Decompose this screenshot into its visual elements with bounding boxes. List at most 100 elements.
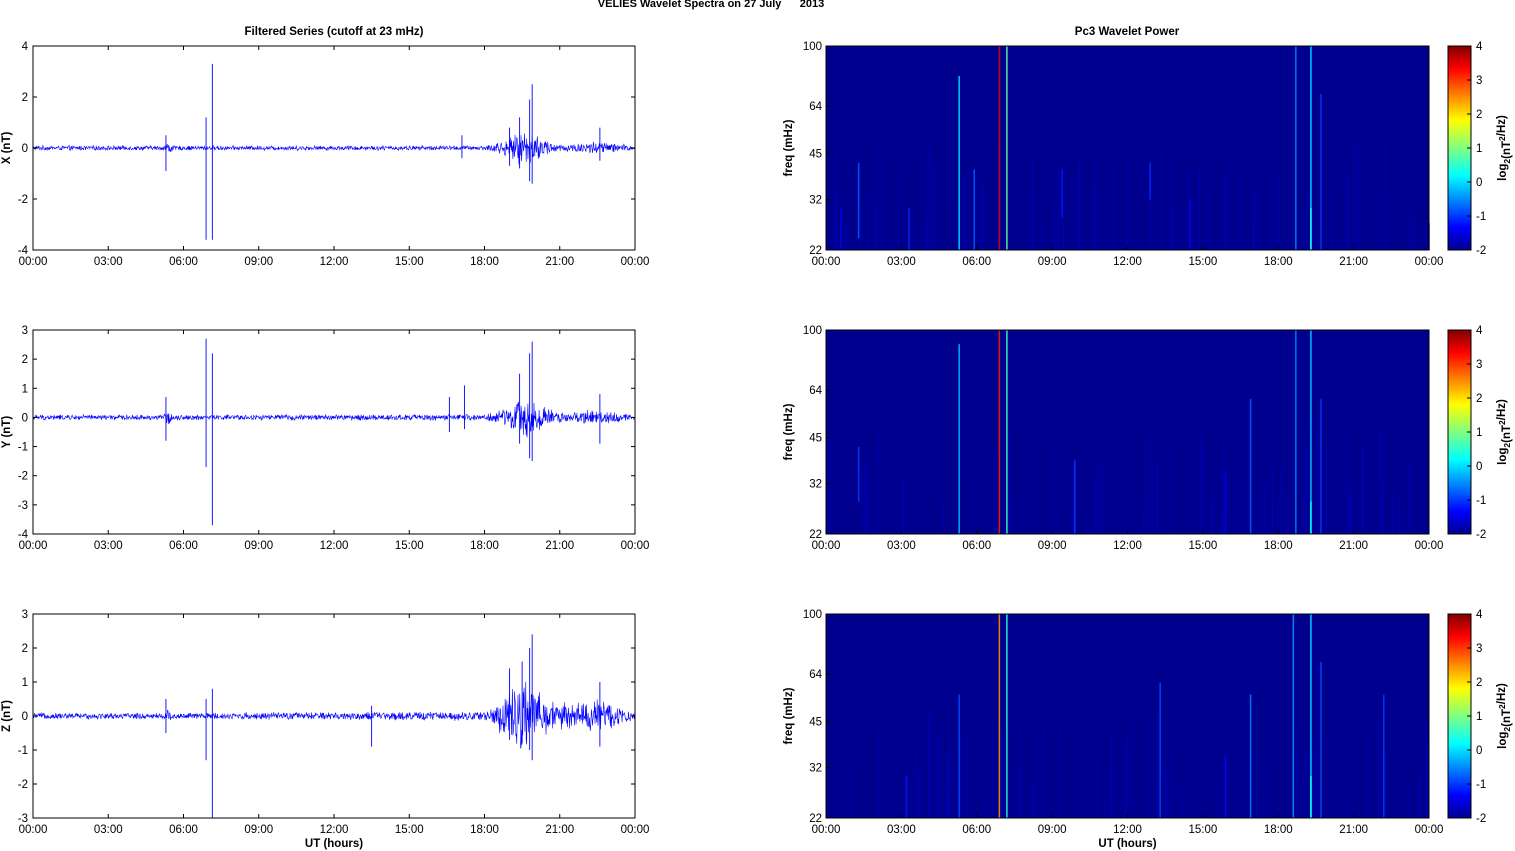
- power-texture: [1358, 144, 1360, 250]
- x-tick-label: 15:00: [1188, 256, 1217, 268]
- power-texture: [1306, 192, 1308, 250]
- power-texture: [1094, 480, 1096, 534]
- colorbar-tick-label: 1: [1476, 711, 1482, 723]
- power-feature: [1061, 169, 1063, 218]
- power-texture: [902, 481, 904, 534]
- y-tick-label: 0: [22, 143, 28, 155]
- power-feature: [1292, 614, 1295, 818]
- power-texture: [929, 143, 931, 250]
- colorbar-label-part: (nT: [1501, 141, 1513, 159]
- colorbar-label-part: 2: [1497, 136, 1507, 141]
- power-feature: [1310, 46, 1312, 250]
- colorbar-tick-label: -1: [1476, 779, 1486, 791]
- y-tick-label: 45: [809, 433, 822, 445]
- x-tick-label: 18:00: [470, 824, 499, 836]
- power-texture: [1055, 445, 1057, 534]
- x-tick-label: 21:00: [1339, 540, 1368, 552]
- power-texture: [1093, 187, 1095, 250]
- power-texture: [1223, 439, 1225, 534]
- y-tick-label: 1: [22, 677, 28, 689]
- colorbar-label-part: 2: [1497, 704, 1507, 709]
- y-tick-label: 100: [803, 41, 822, 53]
- x-tick-label: 18:00: [470, 256, 499, 268]
- x-tick-label: 09:00: [244, 256, 273, 268]
- x-tick-label: 00:00: [19, 256, 48, 268]
- power-texture: [926, 218, 928, 250]
- colorbar-label-part: log: [1497, 732, 1509, 749]
- power-texture: [1380, 792, 1382, 818]
- power-texture: [1142, 507, 1144, 534]
- power-texture: [1426, 744, 1429, 818]
- power-texture: [1147, 721, 1149, 818]
- power-texture: [1001, 724, 1003, 818]
- power-texture: [1346, 430, 1348, 534]
- power-feature: [840, 208, 842, 250]
- power-texture: [1164, 763, 1166, 818]
- power-texture: [1255, 795, 1257, 818]
- y-tick-label: 2: [22, 354, 28, 366]
- power-texture: [1413, 219, 1415, 250]
- power-texture: [1253, 191, 1255, 250]
- series-line: [32, 681, 636, 749]
- power-texture: [1101, 460, 1103, 534]
- power-feature: [1310, 208, 1312, 250]
- x-tick-label: 12:00: [320, 256, 349, 268]
- power-texture: [1097, 462, 1099, 534]
- power-feature: [905, 776, 908, 818]
- colorbar-label-part: log: [1497, 448, 1509, 465]
- power-texture: [1287, 491, 1289, 534]
- power-texture: [1097, 755, 1099, 818]
- plot-area: [33, 330, 635, 534]
- power-texture: [946, 756, 949, 818]
- x-tick-label: 18:00: [1264, 824, 1293, 836]
- power-texture: [1021, 768, 1023, 818]
- power-texture: [997, 144, 999, 250]
- colorbar-label-part: 2: [1502, 159, 1512, 164]
- x-tick-label: 00:00: [19, 540, 48, 552]
- power-texture: [933, 166, 935, 250]
- x-tick-label: 03:00: [887, 256, 916, 268]
- x-tick-label: 15:00: [395, 824, 424, 836]
- power-texture: [935, 725, 937, 818]
- x-tick-label: 06:00: [169, 824, 198, 836]
- power-feature: [998, 46, 1001, 250]
- power-texture: [1202, 440, 1205, 534]
- x-tick-label: 12:00: [320, 824, 349, 836]
- power-texture: [1157, 744, 1159, 818]
- power-texture: [963, 176, 965, 250]
- power-texture: [868, 193, 870, 250]
- power-feature: [1159, 682, 1161, 818]
- power-texture: [1009, 501, 1011, 534]
- y-tick-label: 2: [22, 643, 28, 655]
- y-axis-label: freq (mHz): [783, 687, 795, 744]
- x-tick-label: 12:00: [320, 540, 349, 552]
- power-texture: [1272, 466, 1274, 534]
- power-texture: [1198, 165, 1200, 250]
- power-texture: [1304, 754, 1306, 818]
- x-tick-label: 03:00: [94, 256, 123, 268]
- power-texture: [1200, 433, 1203, 534]
- power-texture: [1132, 712, 1135, 818]
- y-tick-label: 4: [22, 41, 29, 53]
- power-texture: [980, 166, 982, 250]
- power-texture: [1398, 509, 1400, 534]
- power-texture: [1124, 503, 1126, 534]
- colorbar-tick-label: 3: [1476, 359, 1482, 371]
- y-tick-label: -1: [18, 442, 28, 454]
- power-texture: [942, 501, 944, 534]
- power-texture: [875, 206, 877, 250]
- power-texture: [867, 495, 870, 534]
- power-feature: [1310, 501, 1312, 534]
- power-feature: [1320, 398, 1322, 534]
- x-axis-label: UT (hours): [1098, 838, 1156, 850]
- x-tick-label: 09:00: [1038, 256, 1067, 268]
- power-texture: [1077, 169, 1079, 250]
- colorbar-tick-label: 2: [1476, 109, 1482, 121]
- power-texture: [1054, 200, 1056, 250]
- power-texture: [970, 477, 972, 534]
- power-texture: [1418, 779, 1421, 818]
- x-tick-label: 12:00: [1113, 824, 1142, 836]
- power-texture: [1375, 180, 1377, 250]
